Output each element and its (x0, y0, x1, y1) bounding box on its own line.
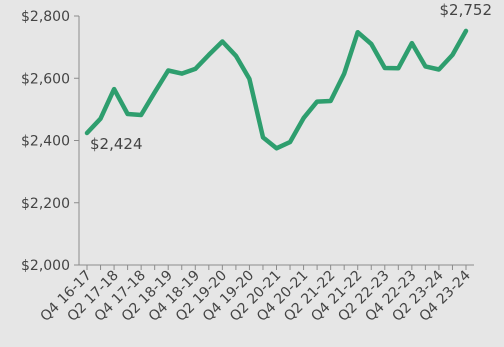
y-axis: $2,000 $2,200 $2,400 $2,600 $2,800 (21, 9, 80, 274)
series-line (84, 28, 469, 151)
data-label-last: $2,752 (440, 1, 493, 19)
y-tick-label: $2,600 (21, 71, 70, 87)
series-layer (84, 28, 469, 151)
data-label-first: $2,424 (90, 135, 143, 153)
y-tick-label: $2,400 (21, 134, 70, 150)
y-tick-label: $2,000 (21, 258, 70, 274)
y-tick-label: $2,800 (21, 9, 70, 25)
y-tick-label: $2,200 (21, 196, 70, 212)
data-labels: $2,424 $2,752 (90, 1, 492, 153)
